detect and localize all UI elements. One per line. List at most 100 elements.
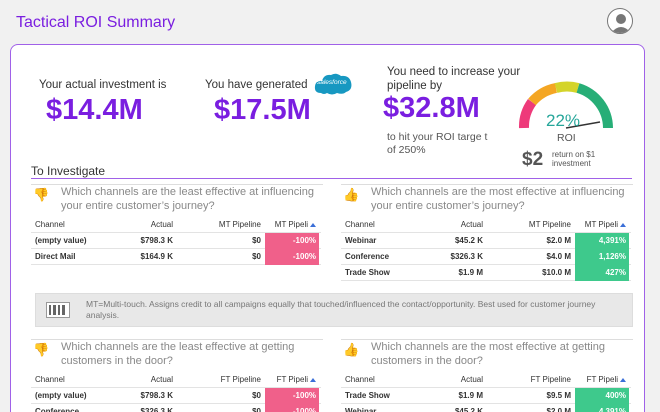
table-header: Channel Actual FT Pipeline FT Pipeli [31, 372, 321, 388]
col-pct-label: MT Pipeli [274, 220, 308, 229]
col-channel[interactable]: Channel [35, 220, 65, 229]
col-channel[interactable]: Channel [35, 375, 65, 384]
sort-icon[interactable] [620, 377, 626, 382]
table-least-journey: Channel Actual MT Pipeline MT Pipeli (em… [31, 217, 321, 265]
cell-pct: -100% [265, 249, 319, 265]
cell-channel: Webinar [345, 236, 377, 245]
cell-pct: -100% [265, 404, 319, 412]
col-pipeline[interactable]: MT Pipeline [218, 220, 261, 229]
cell-pct: 1,126% [575, 249, 629, 265]
return-amount: $2 [522, 149, 544, 170]
cell-pipeline: $0 [252, 252, 261, 261]
return-caption: return on $1 investment [552, 150, 596, 168]
col-actual[interactable]: Actual [460, 220, 483, 229]
cell-actual: $1.9 M [458, 391, 483, 400]
panel-least-effective-door: 👎 Which channels are the least effective… [31, 339, 323, 412]
col-actual[interactable]: Actual [150, 220, 173, 229]
target-line2: of 250% [387, 144, 426, 156]
thumbs-up-icon: 👍 [343, 187, 360, 202]
cell-pipeline: $0 [252, 407, 261, 412]
col-pipeline[interactable]: FT Pipeline [220, 375, 261, 384]
cell-pct: -100% [265, 388, 319, 404]
question-least-door: Which channels are the least effective a… [61, 341, 295, 367]
cell-pct: 427% [575, 265, 629, 281]
cell-pct: -100% [265, 233, 319, 249]
salesforce-logo-text: salesforce [317, 79, 347, 86]
question-least-journey: Which channels are the least effective a… [61, 186, 314, 212]
roi-label: ROI [557, 132, 576, 144]
table-row[interactable]: Conference $326.3 K $0 -100% [31, 404, 321, 412]
cell-pipeline: $2.0 M [546, 236, 571, 245]
col-pct[interactable]: MT Pipeli [575, 217, 629, 233]
mt-note-text: MT=Multi-touch. Assigns credit to all ca… [86, 299, 596, 320]
cell-pct: 4,391% [575, 233, 629, 249]
thumbs-down-icon: 👎 [33, 342, 50, 357]
col-pct[interactable]: MT Pipeli [265, 217, 319, 233]
roi-gauge [519, 81, 613, 129]
col-pct-label: MT Pipeli [584, 220, 618, 229]
increase-label-line1: You need to increase your [387, 66, 521, 78]
table-row[interactable]: Trade Show $1.9 M $10.0 M 427% [341, 265, 631, 281]
panel-most-effective-door: 👍 Which channels are the most effective … [341, 339, 633, 412]
cell-channel: Trade Show [345, 391, 390, 400]
cell-actual: $164.9 K [140, 252, 173, 261]
table-least-door: Channel Actual FT Pipeline FT Pipeli (em… [31, 372, 321, 412]
cell-actual: $45.2 K [454, 407, 483, 412]
table-row[interactable]: Conference $326.3 K $4.0 M 1,126% [341, 249, 631, 265]
col-actual[interactable]: Actual [150, 375, 173, 384]
col-pct[interactable]: FT Pipeli [265, 372, 319, 388]
table-header: Channel Actual MT Pipeline MT Pipeli [341, 217, 631, 233]
col-pct[interactable]: FT Pipeli [575, 372, 629, 388]
cell-pipeline: $10.0 M [542, 268, 571, 277]
cell-channel: Direct Mail [35, 252, 76, 261]
table-row[interactable]: Webinar $45.2 K $2.0 M 4,391% [341, 404, 631, 412]
investment-label: Your actual investment is [39, 79, 167, 91]
thumbs-up-icon: 👍 [343, 342, 360, 357]
col-pipeline[interactable]: FT Pipeline [530, 375, 571, 384]
cell-channel: Conference [35, 407, 80, 412]
col-channel[interactable]: Channel [345, 220, 375, 229]
col-pipeline[interactable]: MT Pipeline [528, 220, 571, 229]
cell-actual: $1.9 M [458, 268, 483, 277]
question-most-door: Which channels are the most effective at… [371, 341, 605, 367]
sort-icon[interactable] [310, 377, 316, 382]
user-icon [611, 14, 631, 33]
sort-icon[interactable] [620, 222, 626, 227]
increase-value: $32.8M [383, 92, 480, 124]
cell-pct: 4,391% [575, 404, 629, 412]
panel-least-effective-journey: 👎 Which channels are the least effective… [31, 184, 323, 294]
cell-pipeline: $0 [252, 391, 261, 400]
salesforce-logo-icon: salesforce [313, 71, 353, 98]
col-channel[interactable]: Channel [345, 375, 375, 384]
investment-value: $14.4M [46, 94, 143, 126]
cell-pipeline: $2.0 M [546, 407, 571, 412]
table-header: Channel Actual MT Pipeline MT Pipeli [31, 217, 321, 233]
table-row[interactable]: Webinar $45.2 K $2.0 M 4,391% [341, 233, 631, 249]
cell-channel: Conference [345, 252, 390, 261]
cell-pct: 400% [575, 388, 629, 404]
cell-channel: (empty value) [35, 236, 87, 245]
mt-note: MT=Multi-touch. Assigns credit to all ca… [35, 293, 633, 327]
cell-channel: Trade Show [345, 268, 390, 277]
cell-actual: $798.3 K [140, 236, 173, 245]
sort-icon[interactable] [310, 222, 316, 227]
app-title: Tactical ROI Summary [16, 14, 176, 31]
col-pct-label: FT Pipeli [276, 375, 308, 384]
cell-actual: $326.3 K [450, 252, 483, 261]
avatar[interactable] [607, 8, 633, 34]
table-row[interactable]: (empty value) $798.3 K $0 -100% [31, 233, 321, 249]
increase-label-line2: pipeline by [387, 80, 442, 92]
section-title: To Investigate [31, 164, 106, 178]
table-header: Channel Actual FT Pipeline FT Pipeli [341, 372, 631, 388]
cell-channel: Webinar [345, 407, 377, 412]
generated-value: $17.5M [214, 94, 311, 126]
cell-channel: (empty value) [35, 391, 87, 400]
table-row[interactable]: (empty value) $798.3 K $0 -100% [31, 388, 321, 404]
table-row[interactable]: Direct Mail $164.9 K $0 -100% [31, 249, 321, 265]
cell-actual: $45.2 K [454, 236, 483, 245]
col-actual[interactable]: Actual [460, 375, 483, 384]
table-most-door: Channel Actual FT Pipeline FT Pipeli Tra… [341, 372, 631, 412]
col-pct-label: FT Pipeli [586, 375, 618, 384]
table-row[interactable]: Trade Show $1.9 M $9.5 M 400% [341, 388, 631, 404]
barcode-icon [46, 302, 70, 318]
